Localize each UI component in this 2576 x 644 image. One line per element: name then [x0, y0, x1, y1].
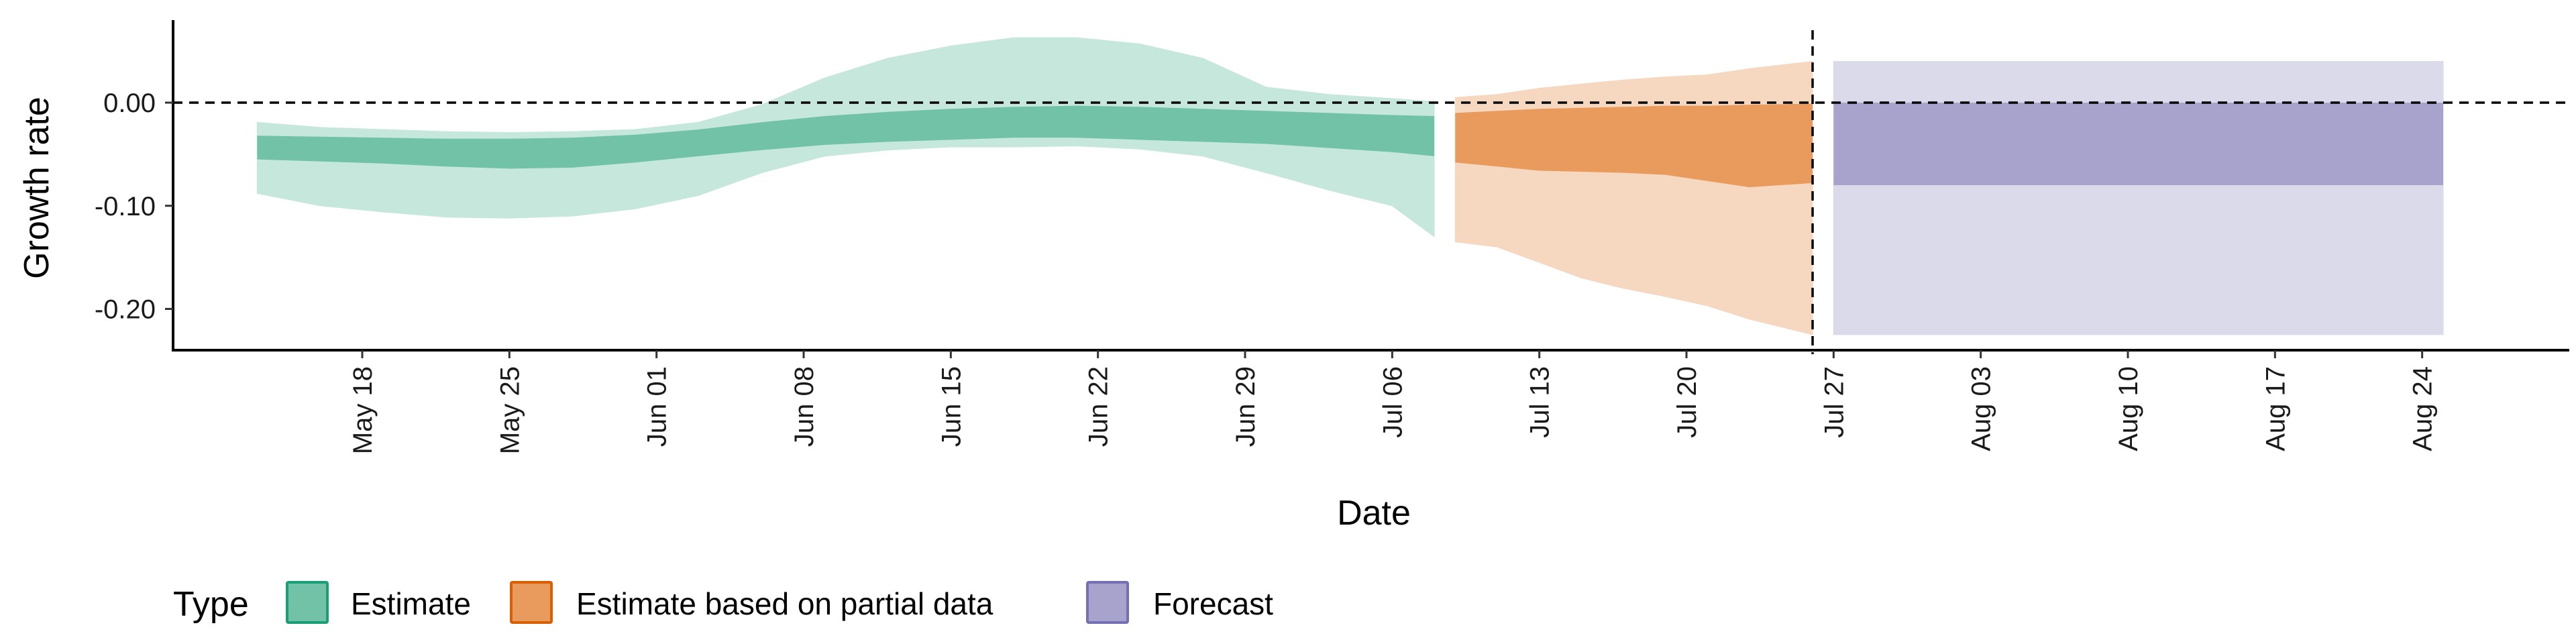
band-inner-estimate-based-on-partial-data: [1455, 103, 1813, 188]
x-axis-title: Date: [1337, 494, 1411, 533]
y-axis-title: Growth rate: [17, 97, 56, 279]
x-tick-label: Jun 22: [1084, 366, 1114, 447]
x-tick-label: Aug 03: [1967, 366, 1996, 451]
x-tick-label: Jun 29: [1231, 366, 1260, 447]
x-tick-label: Jul 27: [1819, 366, 1849, 438]
bands-layer: [256, 37, 2444, 335]
reference-lines: [173, 30, 2569, 354]
band-inner-estimate: [257, 105, 1434, 169]
legend-key-estimate: [286, 581, 329, 624]
x-tick-label: Jul 20: [1672, 366, 1702, 438]
x-tick-label: Jul 13: [1525, 366, 1555, 438]
x-tick-label: Jun 01: [643, 366, 672, 447]
legend-title: Type: [173, 585, 249, 624]
axes: [165, 20, 2569, 358]
x-tick-label: May 25: [495, 366, 525, 454]
x-tick-label: Jul 06: [1378, 366, 1407, 438]
x-tick-label: Aug 10: [2114, 366, 2143, 451]
y-tick-label: -0.10: [95, 192, 156, 221]
x-tick-label: Aug 24: [2408, 366, 2438, 451]
tick-labels: 0.00 -0.10 -0.20 May 18 May 25 Jun 01 Jun 08 Ju…: [95, 89, 2438, 454]
legend-label-estimate: Estimate: [351, 586, 471, 621]
legend-label-forecast: Forecast: [1153, 586, 1273, 621]
legend-key-forecast: [1086, 581, 1129, 624]
x-tick-label: Jun 08: [790, 366, 819, 447]
y-tick-label: 0.00: [103, 89, 156, 118]
legend-key-partial: [510, 581, 553, 624]
y-tick-label: -0.20: [95, 295, 156, 325]
x-tick-label: Jun 15: [936, 366, 966, 447]
x-tick-label: Aug 17: [2261, 366, 2290, 451]
x-tick-label: May 18: [348, 366, 378, 454]
legend-label-partial: Estimate based on partial data: [576, 586, 994, 621]
band-inner-forecast: [1833, 103, 2443, 185]
legend: Type Estimate Estimate based on partial …: [173, 581, 1273, 624]
